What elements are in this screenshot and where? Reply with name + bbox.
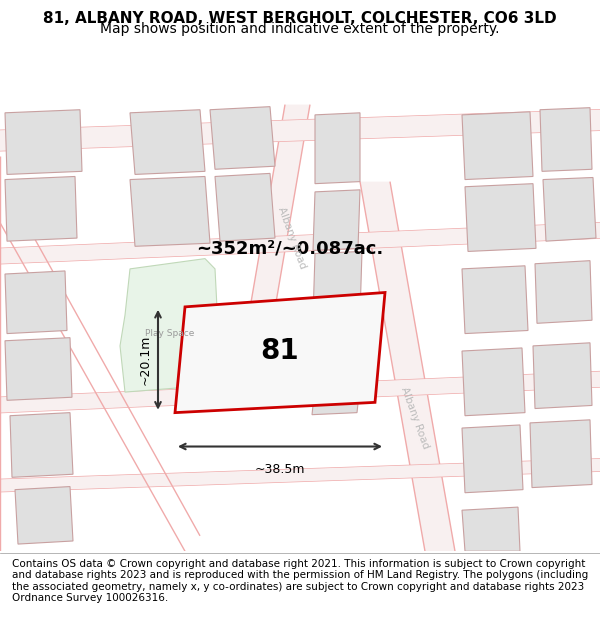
Polygon shape — [5, 110, 82, 174]
Polygon shape — [130, 176, 210, 246]
Polygon shape — [530, 420, 592, 488]
Polygon shape — [5, 176, 77, 241]
Polygon shape — [312, 385, 360, 415]
Polygon shape — [240, 104, 310, 366]
Polygon shape — [215, 173, 275, 241]
Polygon shape — [462, 112, 533, 179]
Text: 81, ALBANY ROAD, WEST BERGHOLT, COLCHESTER, CO6 3LD: 81, ALBANY ROAD, WEST BERGHOLT, COLCHEST… — [43, 11, 557, 26]
Polygon shape — [540, 107, 592, 171]
Polygon shape — [465, 184, 536, 251]
Polygon shape — [543, 177, 596, 241]
Polygon shape — [462, 425, 523, 493]
Polygon shape — [462, 266, 528, 334]
Polygon shape — [0, 222, 600, 264]
Polygon shape — [15, 487, 73, 544]
Text: ~352m²/~0.087ac.: ~352m²/~0.087ac. — [196, 239, 383, 258]
Text: ~20.1m: ~20.1m — [139, 334, 152, 385]
Text: Map shows position and indicative extent of the property.: Map shows position and indicative extent… — [100, 22, 500, 36]
Polygon shape — [0, 110, 600, 151]
Polygon shape — [313, 190, 360, 251]
Polygon shape — [462, 348, 525, 416]
Polygon shape — [120, 259, 220, 392]
Polygon shape — [462, 507, 520, 551]
Polygon shape — [130, 110, 205, 174]
Text: ~38.5m: ~38.5m — [255, 463, 305, 476]
Polygon shape — [313, 251, 362, 317]
Polygon shape — [313, 318, 362, 384]
Polygon shape — [0, 371, 600, 413]
Text: Contains OS data © Crown copyright and database right 2021. This information is : Contains OS data © Crown copyright and d… — [12, 559, 588, 603]
Polygon shape — [5, 338, 72, 401]
Polygon shape — [175, 292, 385, 412]
Polygon shape — [533, 342, 592, 409]
Text: Albany Road: Albany Road — [399, 386, 431, 450]
Text: 81: 81 — [260, 337, 299, 365]
Polygon shape — [210, 107, 275, 169]
Polygon shape — [10, 412, 73, 478]
Polygon shape — [535, 261, 592, 323]
Text: Play Space: Play Space — [145, 329, 194, 338]
Polygon shape — [315, 112, 360, 184]
Polygon shape — [5, 271, 67, 334]
Text: Albany Road: Albany Road — [276, 206, 308, 271]
Polygon shape — [360, 182, 455, 551]
Polygon shape — [0, 459, 600, 492]
